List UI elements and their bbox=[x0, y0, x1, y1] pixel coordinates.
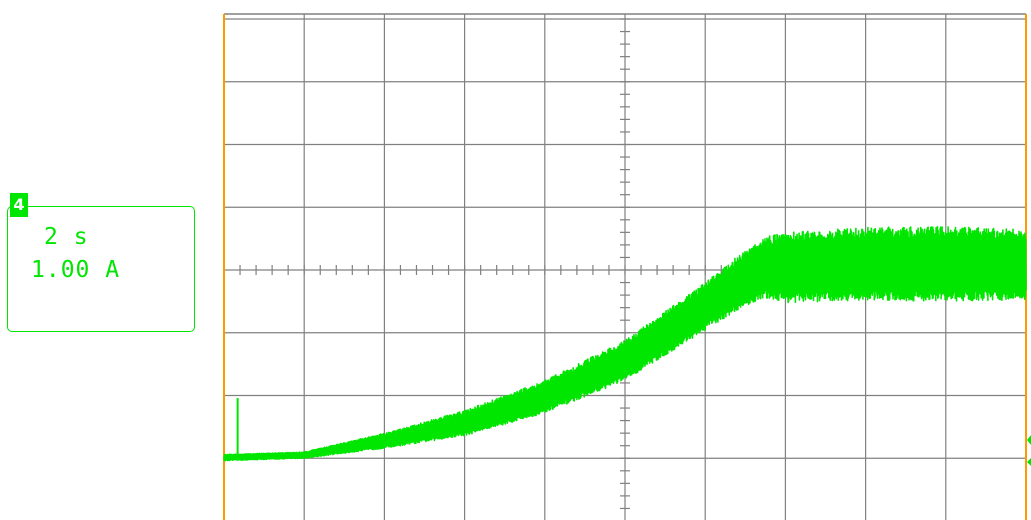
scale-readout: 1.00 A bbox=[31, 257, 121, 283]
current-trace bbox=[223, 225, 1027, 462]
noise-trace bbox=[223, 225, 1027, 462]
channel-info-box bbox=[7, 206, 195, 332]
timebase-readout: 2 s bbox=[44, 224, 89, 250]
trigger-marker bbox=[1027, 435, 1031, 445]
trace-markers bbox=[1027, 435, 1031, 466]
ground-marker bbox=[1027, 458, 1031, 466]
channel-number-badge: 4 bbox=[10, 193, 28, 217]
